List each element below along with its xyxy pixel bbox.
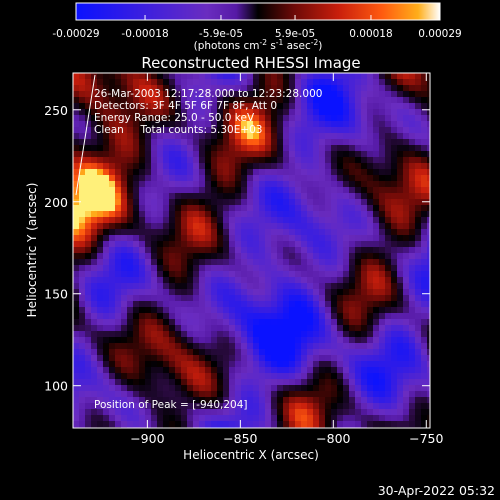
- x-axis-label: Heliocentric X (arcsec): [183, 448, 319, 462]
- x-tick-label: −800: [316, 431, 350, 446]
- y-tick-label: 250: [44, 103, 68, 118]
- colorbar-tick-label: 5.9e-05: [275, 28, 315, 40]
- colorbar-gradient: [75, 2, 441, 21]
- annotation-detectors: Detectors: 3F 4F 5F 6F 7F 8F, Att 0: [94, 100, 277, 112]
- annotation-time-range: 26-Mar-2003 12:17:28.000 to 12:23:28.000: [94, 88, 322, 100]
- x-tick-label: −850: [223, 431, 257, 446]
- plot-frame: [72, 72, 431, 429]
- y-tick-label: 200: [44, 195, 68, 210]
- colorbar-tick-label: 0.00018: [349, 28, 392, 40]
- y-axis-label: Heliocentric Y (arcsec): [25, 183, 39, 318]
- colorbar-tick-label: 0.00029: [418, 28, 461, 40]
- colorbar: -0.00029 -0.00018 -5.9e-05 5.9e-05 0.00018 0.…: [52, 2, 462, 52]
- colorbar-unit-label: (photons cm-2 s-1 asec-2): [194, 38, 323, 52]
- y-tick-label: 150: [44, 287, 68, 302]
- x-tick-label: −750: [409, 431, 443, 446]
- annotation-clean-counts: Clean Total counts: 5.30E+03: [94, 124, 263, 136]
- info-annotations: 26-Mar-2003 12:17:28.000 to 12:23:28.000…: [94, 88, 322, 411]
- colorbar-tick-label: -0.00018: [121, 28, 168, 40]
- axis-ticks: −900 −850 −800 −750 100 150 200 250: [44, 73, 443, 446]
- annotation-energy-range: Energy Range: 25.0 - 50.0 keV: [94, 112, 255, 124]
- chart-title: Reconstructed RHESSI Image: [141, 54, 360, 72]
- solar-limb-line: [75, 74, 96, 196]
- heatmap-image: [73, 73, 430, 428]
- render-timestamp: 30-Apr-2022 05:32: [378, 483, 495, 498]
- x-tick-label: −900: [130, 431, 164, 446]
- annotation-peak-position: Position of Peak = [-940,204]: [94, 399, 248, 411]
- y-tick-label: 100: [44, 379, 68, 394]
- colorbar-tick-label: -0.00029: [52, 28, 99, 40]
- colorbar-tick-label: -5.9e-05: [199, 28, 243, 40]
- colorbar-ticks: -0.00029 -0.00018 -5.9e-05 5.9e-05 0.00018 0.…: [52, 15, 462, 40]
